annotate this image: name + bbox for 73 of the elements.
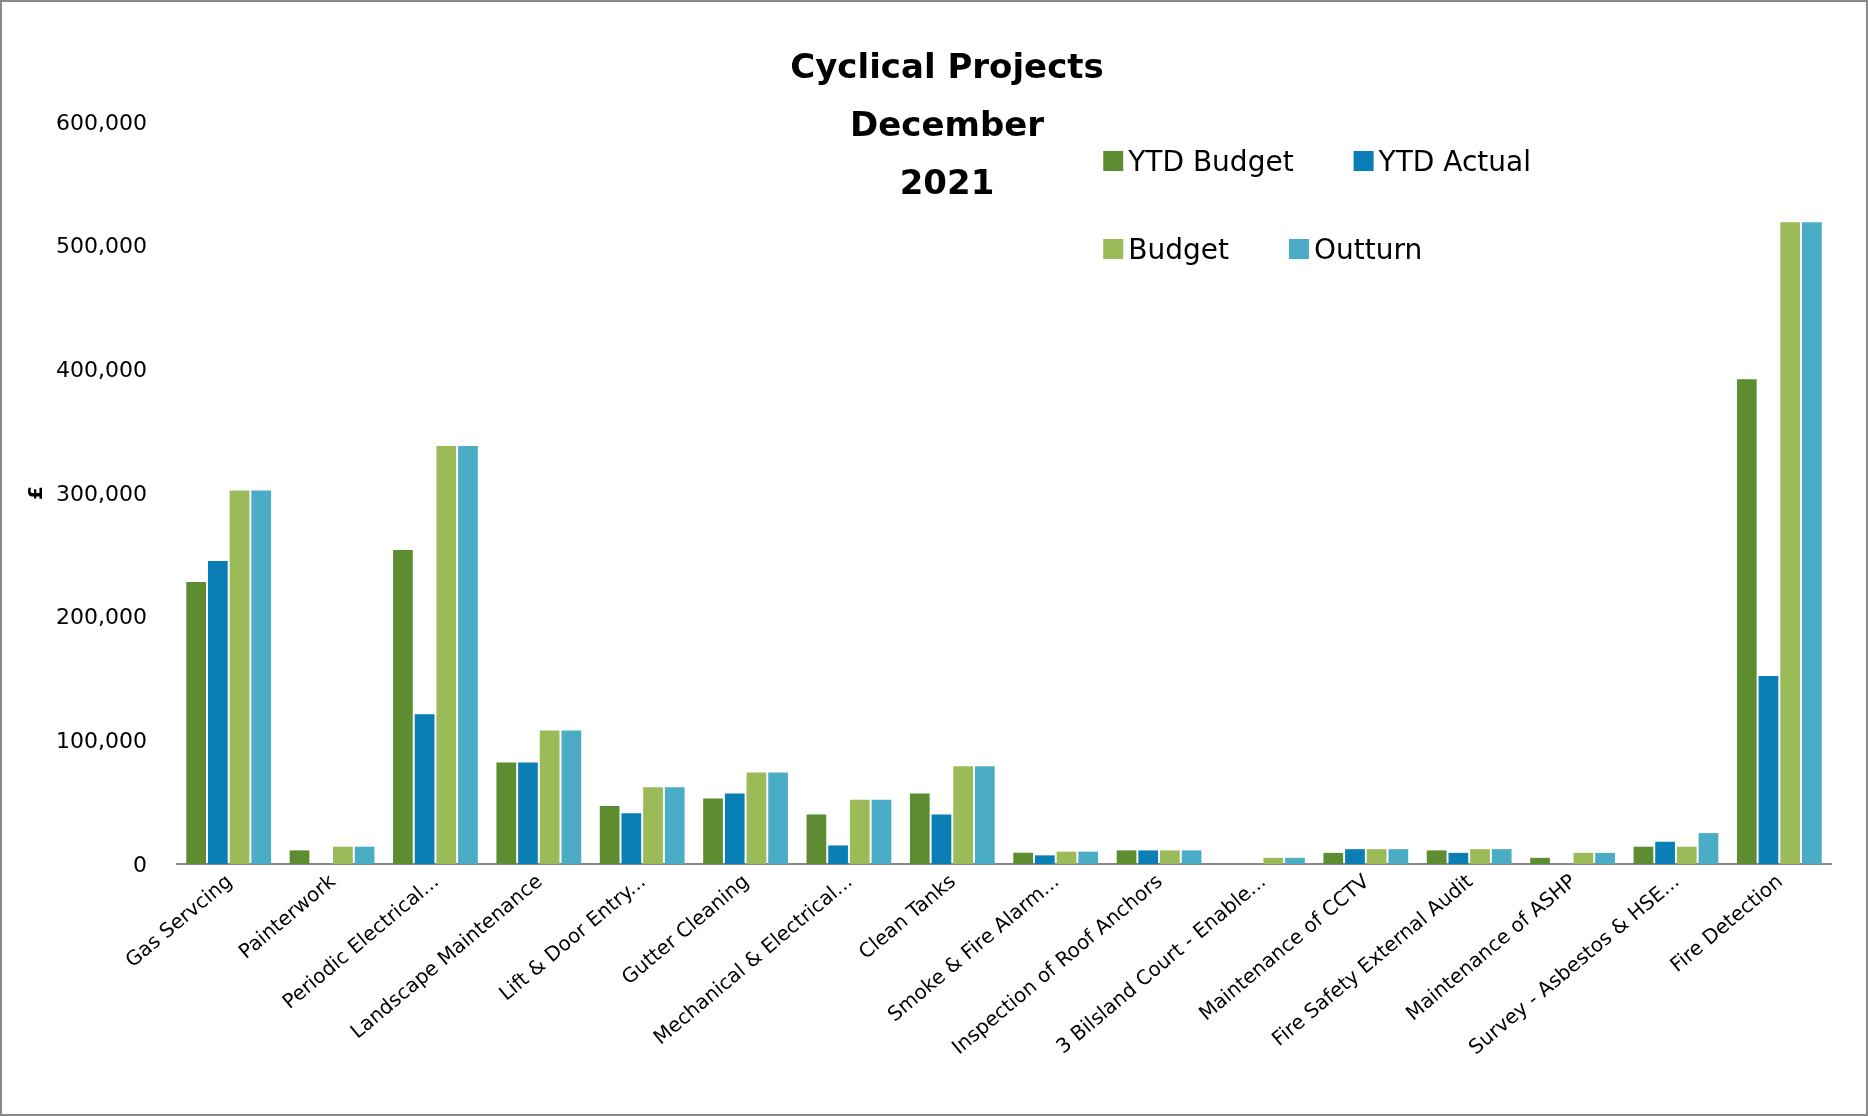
chart-title: Cyclical Projects December 2021	[790, 46, 1104, 202]
bar	[1573, 852, 1594, 864]
bar	[1633, 846, 1654, 864]
bar	[496, 762, 517, 864]
bar	[871, 799, 892, 864]
bar	[1758, 676, 1779, 864]
bar	[1366, 849, 1387, 864]
bar	[1263, 857, 1284, 864]
bar	[1426, 850, 1447, 864]
bar	[849, 799, 870, 864]
y-tick-label: 600,000	[56, 109, 147, 135]
bar	[186, 582, 207, 864]
bar	[518, 762, 538, 864]
bar	[1013, 852, 1034, 864]
bar	[1655, 841, 1675, 864]
y-tick-label: 400,000	[56, 356, 147, 382]
bar	[1698, 833, 1719, 864]
bar	[1801, 222, 1822, 864]
bar	[953, 766, 974, 864]
bar	[1595, 852, 1615, 864]
bar	[1388, 849, 1409, 864]
legend-label: YTD Budget	[1127, 144, 1294, 178]
bar	[207, 561, 228, 864]
y-tick-label: 200,000	[56, 604, 147, 630]
bar	[436, 446, 457, 864]
bar	[1736, 379, 1757, 864]
bar	[724, 793, 745, 864]
bar	[599, 805, 620, 864]
bar	[1160, 850, 1180, 864]
bar	[1056, 851, 1077, 864]
bar	[909, 793, 930, 864]
bar	[1034, 855, 1055, 864]
legend-label: Budget	[1128, 232, 1229, 266]
bar	[974, 766, 995, 864]
bar	[1116, 850, 1137, 864]
bar	[664, 787, 685, 864]
legend-label: Outturn	[1313, 232, 1423, 266]
bar	[1285, 857, 1305, 864]
bar	[539, 730, 560, 864]
bar	[621, 813, 642, 864]
y-tick-label: 100,000	[56, 727, 147, 753]
bar	[703, 798, 723, 864]
bar	[393, 549, 413, 864]
bar	[229, 490, 250, 864]
bar	[828, 845, 848, 864]
bar	[1780, 222, 1801, 864]
bar	[1491, 849, 1512, 864]
bar	[414, 714, 435, 864]
bar	[806, 814, 827, 864]
bar	[1323, 852, 1344, 864]
y-tick-label: 300,000	[56, 480, 147, 506]
bar	[1448, 852, 1469, 864]
bar	[1345, 849, 1365, 864]
bar	[458, 446, 478, 864]
bar	[1676, 846, 1697, 864]
bar	[561, 730, 582, 864]
bar	[768, 772, 788, 864]
y-tick-label: 500,000	[56, 233, 147, 259]
bar	[289, 850, 310, 864]
y-tick-label: 0	[133, 851, 147, 877]
bar	[1181, 850, 1202, 864]
legend-label: YTD Actual	[1377, 144, 1531, 178]
bar	[931, 814, 952, 864]
bar	[1078, 851, 1099, 864]
bar	[1470, 849, 1490, 864]
bar	[1530, 857, 1550, 864]
bar	[1138, 850, 1159, 864]
bar	[643, 787, 663, 864]
bar	[746, 772, 767, 864]
bar	[251, 490, 272, 864]
bar	[333, 846, 353, 864]
bar	[354, 846, 375, 864]
y-axis-title: £	[23, 486, 48, 500]
